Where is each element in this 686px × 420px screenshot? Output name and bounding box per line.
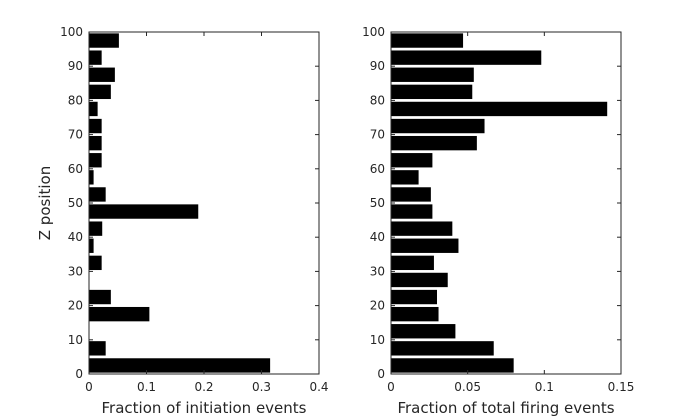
right-bar-18 — [391, 50, 542, 65]
left-bar-7 — [89, 204, 199, 219]
right-bar-7 — [391, 238, 459, 253]
right-ytick-label-9: 90 — [370, 59, 385, 73]
left-bar-11 — [89, 135, 102, 151]
right-ytick-label-5: 50 — [370, 196, 385, 210]
right-bar-5 — [391, 272, 448, 288]
right-panel-total-firing: 0 0.05 0.1 0.15 0 10 20 30 40 50 60 70 80 90 100 Fract… — [362, 25, 634, 417]
left-bar-4 — [89, 255, 102, 271]
right-bar-12 — [391, 153, 433, 168]
right-bar-17 — [391, 67, 474, 82]
left-bar-16 — [89, 50, 102, 65]
right-bar-9 — [391, 204, 433, 219]
left-ytick-label-3: 30 — [68, 264, 83, 278]
left-bar-5 — [89, 238, 94, 253]
right-xtick-label-0: 0 — [387, 380, 395, 394]
right-ytick-label-6: 60 — [370, 162, 385, 176]
right-ytick-label-2: 20 — [370, 299, 385, 313]
left-bars — [89, 33, 271, 373]
left-y-axis-label: Z position — [36, 166, 54, 240]
left-ytick-label-6: 60 — [68, 162, 83, 176]
left-ytick-label-2: 20 — [68, 299, 83, 313]
left-ytick-label-0: 0 — [75, 367, 83, 381]
right-bar-16 — [391, 84, 473, 100]
left-bar-3 — [89, 289, 111, 305]
right-bar-13 — [391, 135, 477, 151]
left-x-axis-label: Fraction of initiation events — [102, 399, 307, 417]
left-bar-17 — [89, 33, 119, 48]
right-bar-0 — [391, 358, 514, 373]
left-xtick-label-3: 0.3 — [252, 380, 271, 394]
right-bar-2 — [391, 324, 456, 339]
left-ytick-label-8: 80 — [68, 93, 83, 107]
left-xtick-label-4: 0.4 — [309, 380, 328, 394]
right-bar-3 — [391, 306, 439, 322]
left-bar-8 — [89, 187, 106, 202]
right-ytick-label-8: 80 — [370, 93, 385, 107]
left-bar-15 — [89, 67, 115, 82]
right-bar-4 — [391, 289, 437, 305]
right-ytick-label-1: 10 — [370, 333, 385, 347]
left-bar-13 — [89, 101, 98, 117]
left-ytick-label-10: 100 — [60, 25, 83, 39]
right-bar-1 — [391, 341, 494, 356]
left-ytick-label-4: 40 — [68, 230, 83, 244]
left-ytick-label-7: 70 — [68, 128, 83, 142]
right-ytick-label-4: 40 — [370, 230, 385, 244]
right-bar-8 — [391, 221, 453, 236]
right-ytick-label-7: 70 — [370, 128, 385, 142]
right-xtick-label-3: 0.15 — [608, 380, 635, 394]
left-bar-14 — [89, 84, 111, 100]
left-bar-10 — [89, 153, 102, 168]
right-bar-6 — [391, 255, 434, 271]
left-ticks: 0 0.1 0.2 0.3 0.4 0 10 20 30 40 50 60 70 80 90 100 — [60, 25, 328, 394]
left-bar-9 — [89, 170, 94, 185]
right-ytick-label-3: 30 — [370, 264, 385, 278]
right-xtick-label-1: 0.05 — [454, 380, 481, 394]
left-bar-12 — [89, 118, 102, 134]
left-bar-6 — [89, 221, 103, 236]
right-ytick-label-10: 100 — [362, 25, 385, 39]
right-ytick-label-0: 0 — [377, 367, 385, 381]
left-bar-0 — [89, 358, 271, 373]
right-x-axis-label: Fraction of total firing events — [397, 399, 614, 417]
right-bars — [391, 33, 608, 373]
left-ytick-label-5: 50 — [68, 196, 83, 210]
left-ytick-label-1: 10 — [68, 333, 83, 347]
right-bar-19 — [391, 33, 464, 48]
left-xtick-label-1: 0.1 — [137, 380, 156, 394]
left-axes-frame — [88, 31, 320, 375]
left-xtick-label-0: 0 — [85, 380, 93, 394]
left-bar-2 — [89, 306, 150, 322]
right-axes-frame — [390, 31, 622, 375]
right-bar-14 — [391, 118, 485, 134]
right-bar-10 — [391, 187, 431, 202]
left-bar-1 — [89, 341, 106, 356]
left-ytick-label-9: 90 — [68, 59, 83, 73]
left-xtick-label-2: 0.2 — [194, 380, 213, 394]
left-panel-initiation: 0 0.1 0.2 0.3 0.4 0 10 20 30 40 50 60 70 80 90 100 Frac… — [36, 25, 329, 417]
right-bar-11 — [391, 170, 419, 185]
right-bar-15 — [391, 101, 608, 117]
right-xtick-label-2: 0.1 — [535, 380, 554, 394]
